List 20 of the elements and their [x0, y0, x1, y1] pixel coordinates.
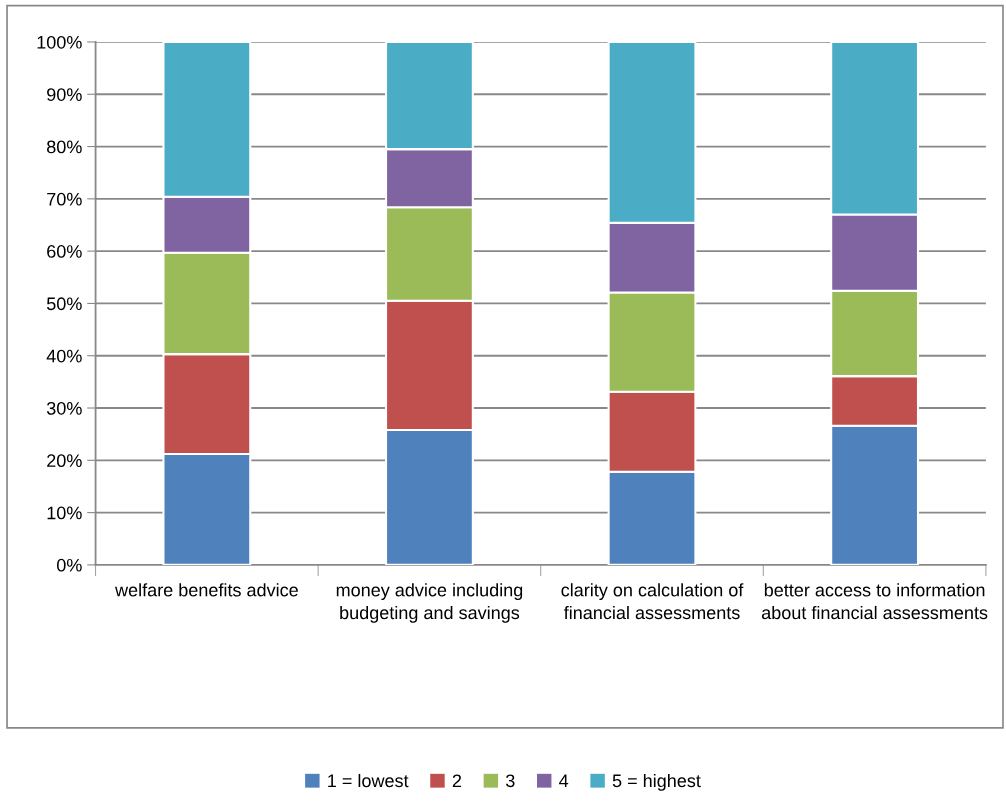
legend-label: 5 = highest — [612, 773, 701, 791]
y-tick-label: 40% — [46, 349, 82, 363]
legend-label: 4 — [559, 774, 569, 787]
y-tick-label: 70% — [47, 192, 82, 206]
y-tick-label: 50% — [46, 297, 82, 311]
y-tick-label: 20% — [47, 454, 82, 468]
legend-label: 3 — [505, 774, 515, 788]
legend-label: 1 = lowest — [328, 773, 409, 788]
x-tick-label: money advice including budgeting and savings — [336, 583, 523, 623]
y-tick-label: 30% — [46, 401, 82, 415]
y-tick-label: 60% — [47, 245, 82, 258]
legend-label: 2 — [452, 774, 462, 787]
x-tick-label: welfare benefits advice — [115, 583, 298, 597]
y-tick-label: 0% — [56, 558, 82, 572]
y-tick-label: 80% — [47, 140, 82, 154]
y-tick-label: 90% — [47, 88, 82, 101]
x-tick-label: clarity on calculation of financial assessments — [561, 583, 744, 620]
x-tick-label: better access to information about financial assessments — [761, 583, 988, 620]
y-tick-label: 100% — [37, 35, 82, 49]
y-tick-label: 10% — [47, 506, 82, 520]
